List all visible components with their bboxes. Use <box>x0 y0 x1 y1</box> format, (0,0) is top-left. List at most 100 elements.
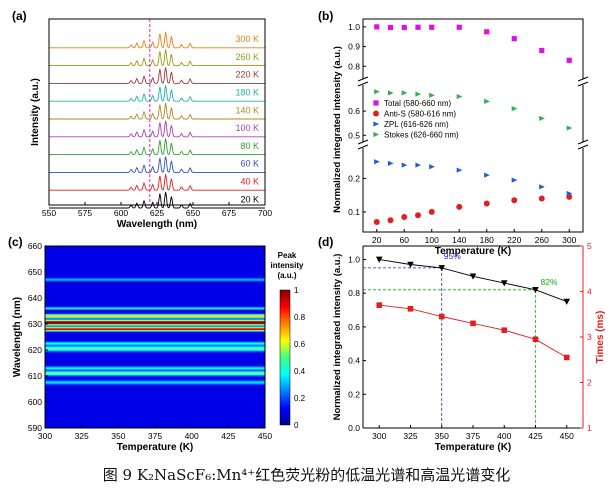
data-point <box>415 162 422 168</box>
axis-break-mark <box>577 144 589 150</box>
heatmap-band <box>45 306 265 308</box>
heatmap-band <box>45 324 265 326</box>
colorbar-tick-label: 0.8 <box>294 313 306 322</box>
data-point <box>539 115 545 121</box>
data-point <box>483 200 490 207</box>
heatmap-band <box>45 322 265 323</box>
data-point-lifetime <box>501 327 508 333</box>
data-point <box>456 203 463 210</box>
data-point <box>511 197 518 204</box>
panel-label: (a) <box>12 9 27 23</box>
heatmap-band <box>45 319 265 321</box>
heatmap-band <box>45 314 265 316</box>
data-point <box>428 208 435 215</box>
data-point <box>401 162 408 168</box>
heatmap-band <box>45 277 265 279</box>
data-point-intensity <box>500 280 508 287</box>
heatmap-band <box>45 345 265 347</box>
x-tick-label: 425 <box>221 431 235 441</box>
series-line-lifetime <box>379 304 568 358</box>
axis-break-mark <box>577 76 589 82</box>
y-axis-label: Intensity (a.u.) <box>30 78 41 146</box>
x-tick-label: 575 <box>78 208 92 218</box>
heatmap-band <box>45 320 265 322</box>
heatmap-band <box>45 340 265 342</box>
heatmap-band <box>45 343 265 345</box>
legend-marker <box>373 100 379 106</box>
data-point-intensity <box>407 261 414 268</box>
heatmap-band <box>45 318 265 320</box>
axis-break-mark <box>357 76 369 82</box>
data-point <box>401 90 408 96</box>
spectrum-label: 300 K <box>235 34 259 44</box>
heatmap-band <box>45 347 265 349</box>
heatmap-band <box>45 342 265 344</box>
x-tick-label: 60 <box>400 235 410 245</box>
spectrum-line-140k <box>49 102 265 120</box>
x-tick-label: 325 <box>403 431 417 441</box>
data-point <box>566 190 573 197</box>
heatmap-band <box>45 344 265 346</box>
heatmap-band <box>45 380 265 382</box>
spectrum-label: 100 K <box>235 123 259 133</box>
heatmap-band <box>45 308 265 310</box>
data-point <box>511 106 518 112</box>
x-tick-label: 20 <box>372 235 382 245</box>
heatmap-band <box>45 320 265 322</box>
y-tick-label: 650 <box>28 267 42 277</box>
y-tick-label: 620 <box>28 345 42 355</box>
panel-a-spectra: (a) 300 K 260 K 220 K 180 K 140 K 100 K 80 K 60 … <box>12 9 272 230</box>
data-point-lifetime <box>438 313 445 320</box>
heatmap-band <box>45 350 265 352</box>
data-point <box>566 125 573 131</box>
heatmap-band <box>45 366 265 368</box>
heatmap-band <box>45 314 265 316</box>
data-point <box>511 177 518 183</box>
colorbar-tick-label: 0.6 <box>294 340 306 349</box>
y-tick-label: 630 <box>28 319 42 329</box>
heatmap-band <box>45 318 265 320</box>
data-point <box>373 218 380 225</box>
figure-caption: 图 9 K₂NaScF₆:Mn⁴⁺红色荧光粉的低温光谱和高温光谱变化 <box>102 466 511 484</box>
heatmap-band <box>45 317 265 319</box>
y-tick-label: 0.6 <box>348 106 360 116</box>
x-tick-label: 450 <box>258 431 272 441</box>
heatmap-band <box>45 368 265 370</box>
plot-frame <box>48 18 266 206</box>
heatmap-band <box>45 329 265 331</box>
y-tick-label: 0.1 <box>348 207 360 217</box>
heatmap-band <box>45 367 265 369</box>
heatmap-band <box>45 321 265 323</box>
data-point-intensity <box>469 273 477 280</box>
spectrum-line-100k <box>49 120 265 138</box>
x-tick-label: 300 <box>38 431 52 441</box>
spectrum-label: 40 K <box>240 177 259 187</box>
data-point <box>539 184 545 190</box>
heatmap-band <box>45 381 265 383</box>
heatmap-band <box>45 372 265 374</box>
panel-c-heatmap: (c) 300 325 350 375 400 425 450 590 600 610 620 630 6… <box>8 235 306 453</box>
y-tick-label: 660 <box>28 241 42 251</box>
x-tick-label: 140 <box>452 235 466 245</box>
heatmap-band <box>45 381 265 383</box>
data-point <box>511 36 517 42</box>
series-line-intensity <box>379 259 567 303</box>
x-axis-label: Temperature (K) <box>435 246 512 257</box>
x-tick-label: 450 <box>560 431 574 441</box>
y-tick-label-right: 2 <box>587 378 592 388</box>
panel-label: (b) <box>318 9 333 23</box>
x-tick-label: 300 <box>372 431 386 441</box>
data-point <box>387 90 394 96</box>
axis-break-gap <box>579 142 587 148</box>
spectrum-label: 20 K <box>240 194 259 204</box>
data-point-intensity <box>563 298 571 305</box>
heatmap-band <box>45 384 265 386</box>
panel-label: (d) <box>318 235 333 249</box>
data-point <box>429 24 435 30</box>
heatmap-band <box>45 374 265 375</box>
y-axis-label: Wavelength (nm) <box>12 297 23 377</box>
data-point <box>456 24 462 30</box>
heatmap-band <box>45 370 265 372</box>
data-point <box>538 195 545 202</box>
heatmap-band <box>45 325 265 327</box>
